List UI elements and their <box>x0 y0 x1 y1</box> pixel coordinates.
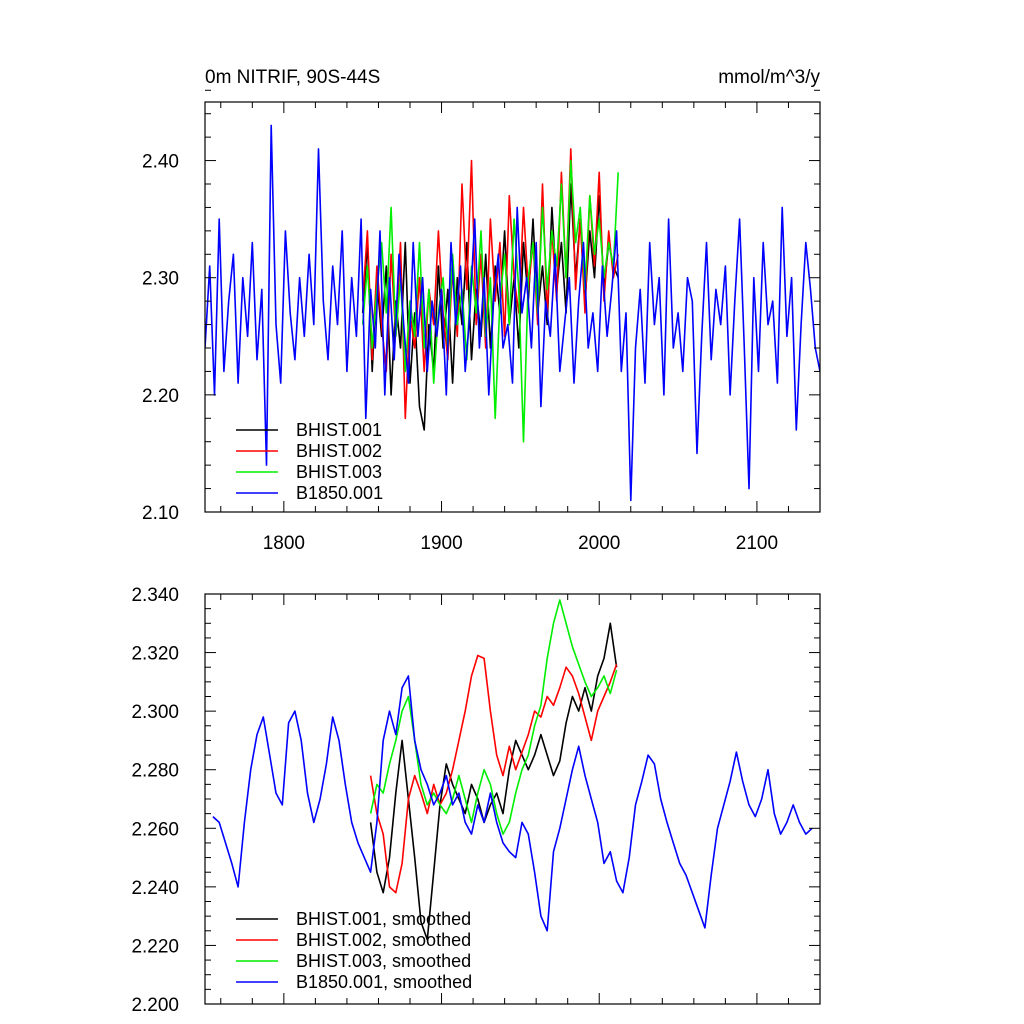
legend-label-1: BHIST.002, smoothed <box>296 930 471 950</box>
x-tick-label: 2000 <box>578 533 620 554</box>
legend-label-2: BHIST.003, smoothed <box>296 951 471 971</box>
series-line-3 <box>205 124 820 502</box>
y-tick-label: 2.220 <box>131 936 179 957</box>
x-tick-label: 1800 <box>263 533 305 554</box>
legend-label-3: B1850.001, smoothed <box>296 972 472 992</box>
series-line-1 <box>361 148 619 420</box>
series-group <box>205 124 820 502</box>
y-tick-label: 2.300 <box>131 702 179 723</box>
series-group <box>212 599 813 941</box>
legend-label-0: BHIST.001 <box>296 420 382 440</box>
x-tick-label: 1900 <box>420 533 462 554</box>
y-tick-label: 2.320 <box>131 644 179 665</box>
legend-label-2: BHIST.003 <box>296 462 382 482</box>
y-tick-label: 2.30 <box>142 269 179 290</box>
y-tick-label: 2.340 <box>131 585 179 606</box>
series-line-0 <box>369 622 618 941</box>
y-tick-label: 2.280 <box>131 761 179 782</box>
top-panel-title: 0m NITRIF, 90S-44S <box>205 67 380 88</box>
x-tick-label: 2100 <box>736 533 778 554</box>
y-tick-label: 2.240 <box>131 878 179 899</box>
y-tick-label: 2.40 <box>142 152 179 173</box>
y-tick-label: 2.20 <box>142 386 179 407</box>
series-line-2 <box>369 599 618 835</box>
y-tick-label: 2.260 <box>131 819 179 840</box>
bottom-panel: 2.200 2.220 2.240 2.260 2.280 2.300 2.320 2.340… <box>131 585 821 1016</box>
legend-label-1: BHIST.002 <box>296 441 382 461</box>
legend-label-0: BHIST.001, smoothed <box>296 909 471 929</box>
plot-frame <box>204 101 821 513</box>
series-line-1 <box>369 654 618 894</box>
legend-label-3: B1850.001 <box>296 483 383 503</box>
series-line-3 <box>212 675 813 932</box>
y-tick-label: 2.10 <box>142 503 179 524</box>
series-line-2 <box>361 159 619 443</box>
top-panel-units: mmol/m^3/y <box>718 67 820 88</box>
top-panel: 0m NITRIF, 90S-44S mmol/m^3/y 1800 1900 20… <box>142 67 821 554</box>
y-tick-label: 2.200 <box>131 995 179 1016</box>
